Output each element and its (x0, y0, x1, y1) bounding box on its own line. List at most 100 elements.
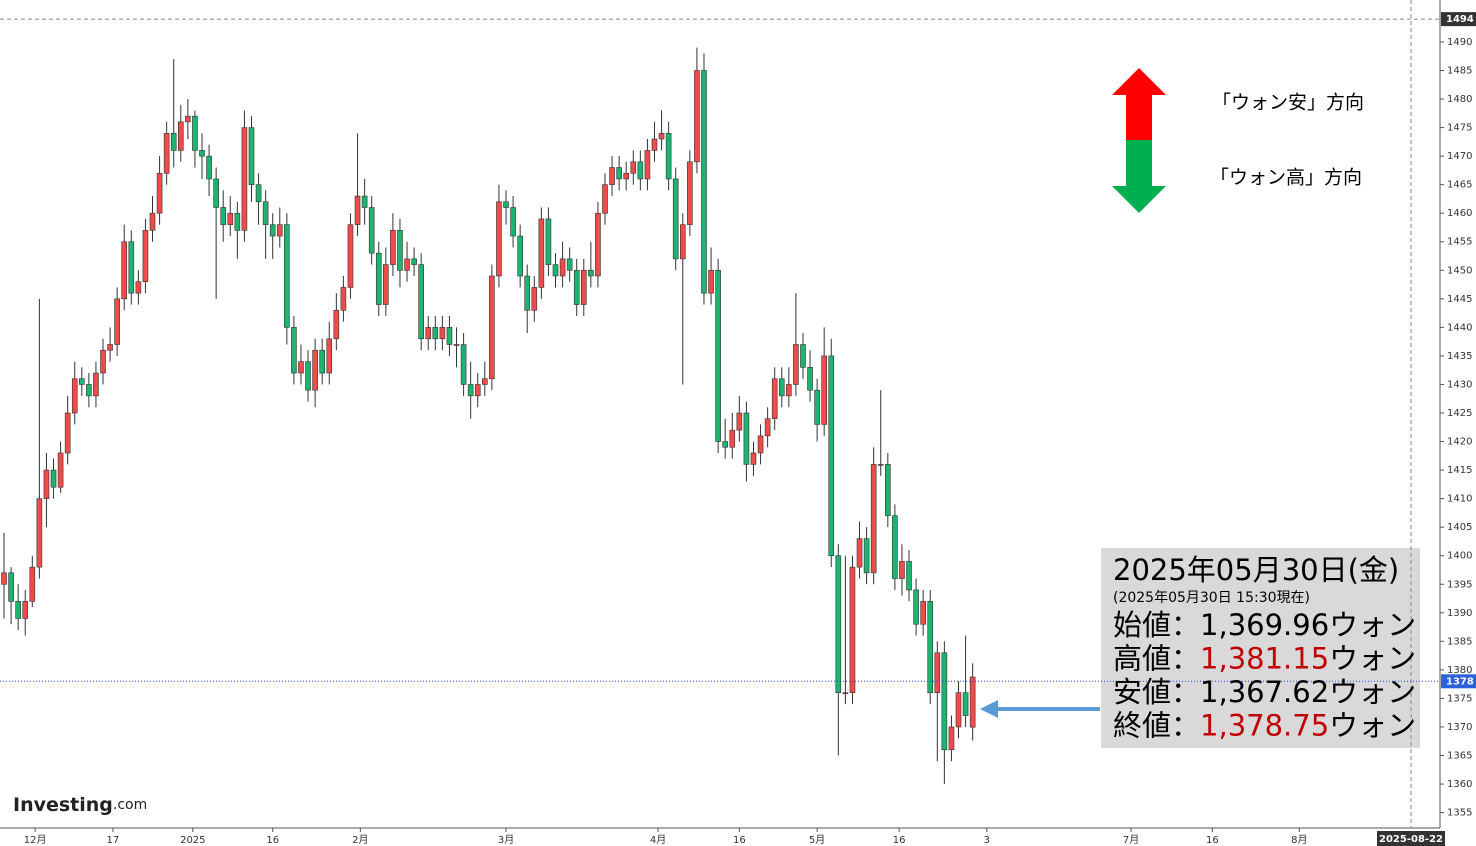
candle-body (361, 195, 368, 208)
candle-body (354, 195, 361, 225)
candle-body (439, 327, 446, 340)
x-tick-label: 2月 (352, 834, 368, 846)
info-row: 始値：1,369.96ウォン (1113, 608, 1416, 642)
candle-body (425, 327, 432, 340)
candle-body (623, 172, 630, 180)
info-unit: ウォン (1329, 642, 1416, 676)
y-tick-label: 1380 (1447, 665, 1472, 676)
info-label: 安値 (1113, 675, 1171, 709)
last-price-label: 1378 (1446, 676, 1474, 687)
candle-body (545, 218, 552, 265)
candle-body (227, 212, 234, 225)
candle-body (588, 269, 594, 277)
candle-body (79, 378, 85, 385)
candle-body (107, 344, 113, 351)
y-tick-label: 1395 (1447, 579, 1472, 590)
candle-body (962, 692, 969, 716)
candle-body (729, 429, 736, 448)
info-value: 1,367.62 (1200, 675, 1329, 709)
candle-body (651, 138, 658, 151)
y-tick-label: 1415 (1447, 465, 1472, 476)
info-label: 終値 (1113, 709, 1171, 743)
candle-body (234, 212, 241, 231)
candle-body (835, 555, 842, 694)
candle-body (15, 601, 21, 619)
candle-body (460, 344, 467, 385)
candle-body (298, 361, 304, 374)
x-tick-label: 3 (984, 835, 990, 846)
candle-body (899, 561, 905, 579)
candle-body (531, 287, 538, 311)
y-tick-label: 1435 (1447, 351, 1472, 362)
candle-body (383, 264, 389, 305)
candle-body (524, 275, 531, 311)
x-tick-label: 16 (893, 835, 906, 846)
candle-body (375, 252, 382, 305)
candle-body (517, 235, 523, 277)
candle-body (57, 452, 64, 488)
y-tick-label: 1360 (1447, 779, 1472, 790)
candle-body (644, 150, 651, 180)
candle-body (93, 372, 99, 397)
candle-body (701, 70, 707, 294)
candle-body (609, 167, 615, 185)
x-tick-label: 16 (733, 835, 746, 846)
watermark-suffix: .com (113, 797, 147, 813)
candle-body (71, 378, 78, 414)
candle-body (870, 464, 877, 574)
x-tick-label: 12月 (24, 834, 47, 846)
candle-body (694, 70, 700, 163)
info-separator: ： (1171, 642, 1200, 676)
candle-body (347, 224, 354, 288)
candle-body (185, 115, 191, 123)
candle-body (722, 441, 728, 448)
y-tick-label: 1385 (1447, 636, 1472, 647)
y-tick-label: 1475 (1447, 123, 1472, 134)
candle-body (319, 349, 325, 374)
y-tick-label: 1490 (1447, 37, 1472, 48)
y-tick-label: 1465 (1447, 180, 1472, 191)
candle-body (453, 344, 460, 346)
top-marker-label: 1494 (1446, 14, 1474, 25)
candle-body (814, 389, 820, 425)
candle-body (849, 566, 856, 694)
y-tick-label: 1480 (1447, 94, 1472, 105)
candle-body (750, 452, 757, 465)
candle-body (708, 269, 714, 294)
candle-body (114, 298, 120, 345)
candle-body (177, 121, 184, 151)
candle-body (658, 132, 665, 140)
candle-body (877, 464, 884, 466)
last-price-box (1441, 674, 1476, 689)
candle-body (446, 327, 453, 345)
candle-body (955, 692, 962, 728)
candle-body (786, 384, 792, 397)
candle-body (580, 269, 587, 305)
candle-body (778, 378, 785, 397)
candle-body (969, 676, 976, 728)
candle-body (771, 378, 778, 420)
candle-body (100, 349, 106, 374)
candle-body (764, 418, 771, 437)
x-tick-label: 3月 (498, 834, 514, 846)
candle-body (156, 172, 163, 214)
y-tick-label: 1455 (1447, 237, 1472, 248)
candle-body (149, 212, 156, 231)
candle-body (906, 561, 912, 591)
info-label: 始値 (1113, 608, 1171, 642)
candle-body (128, 241, 135, 294)
date-marker-box (1377, 831, 1446, 846)
candle-body (807, 367, 813, 391)
candle-body (496, 201, 502, 277)
candle-body (637, 161, 644, 180)
candle-body (743, 412, 750, 465)
x-tick-label: 2025 (180, 835, 205, 846)
y-tick-label: 1390 (1447, 608, 1472, 619)
candle-body (482, 378, 488, 385)
x-tick-label: 7月 (1123, 834, 1139, 846)
candle-body (538, 218, 545, 288)
candle-body (602, 184, 608, 214)
candle-body (757, 435, 764, 454)
y-tick-label: 1370 (1447, 722, 1472, 733)
candle-body (397, 230, 403, 271)
